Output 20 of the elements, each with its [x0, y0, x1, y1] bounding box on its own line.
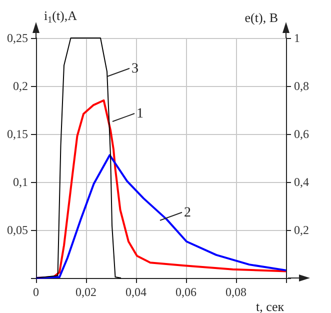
x-tick-label: 0 — [33, 285, 39, 299]
y-tick-label: 0,15 — [7, 127, 28, 141]
y-tick-label: 0,05 — [7, 223, 28, 237]
x-tick-label: 0,04 — [126, 285, 146, 299]
y2-tick-label: 0,6 — [294, 127, 309, 141]
x-tick-label: 0,08 — [226, 285, 246, 299]
y-tick-label: 0,2 — [13, 79, 28, 93]
x-axis-title: t, сек — [256, 299, 285, 313]
annotation: 3 — [132, 61, 138, 76]
y2-tick-label: 0,2 — [294, 223, 309, 237]
y2-tick-label: 0,8 — [294, 79, 309, 93]
y-tick-label: 0,25 — [7, 31, 28, 45]
y2-axis-title: e(t), В — [244, 10, 278, 25]
annotation: 2 — [184, 205, 191, 220]
y2-tick-label: 1 — [294, 31, 300, 45]
x-tick-label: 0,06 — [176, 285, 196, 299]
annotation: 1 — [136, 106, 144, 122]
y-tick-label: 0,1 — [13, 175, 28, 189]
y2-tick-label: 0,4 — [294, 175, 309, 189]
x-tick-label: 0,02 — [76, 285, 96, 299]
